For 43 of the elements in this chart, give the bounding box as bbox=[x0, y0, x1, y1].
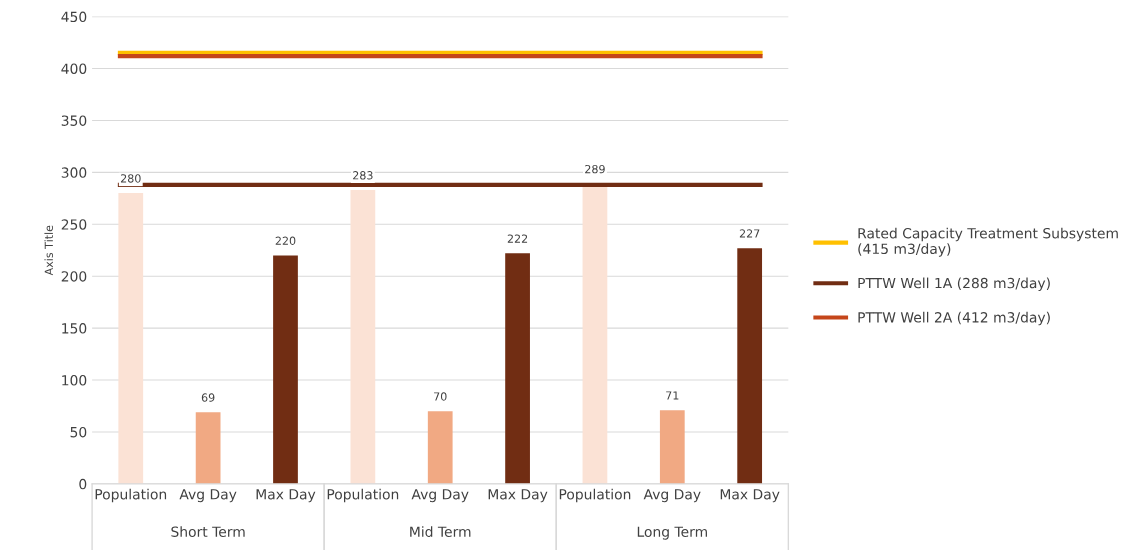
x-tick-label: Avg Day bbox=[179, 489, 237, 503]
y-tick-label: 250 bbox=[61, 219, 87, 230]
text: Long Term bbox=[637, 526, 707, 540]
data-label: 70 bbox=[434, 392, 447, 401]
legend-label: PTTW Well 1A (288 m3/day) bbox=[858, 277, 1050, 291]
y-axis-title: Axis Title bbox=[44, 225, 54, 276]
bar bbox=[659, 410, 685, 484]
y-tick-label: 450 bbox=[61, 11, 87, 23]
y-tick-label: 300 bbox=[61, 167, 87, 178]
data-label: 283 bbox=[353, 171, 373, 180]
x-tick-label: Population bbox=[327, 488, 399, 503]
y-tick-label: 100 bbox=[62, 375, 87, 386]
y-tick-label: 0 bbox=[79, 478, 87, 490]
legend-label: PTTW Well 2A (412 m3/day) bbox=[858, 311, 1050, 326]
legend-label: Rated Capacity Treatment Subsystem (415 m3/day) bbox=[858, 227, 1118, 257]
bar bbox=[427, 411, 453, 484]
bar bbox=[350, 190, 376, 484]
data-label: 69 bbox=[201, 393, 215, 402]
bar bbox=[737, 248, 763, 484]
text: Short Term bbox=[171, 526, 245, 537]
x-tick-label: Max Day bbox=[488, 489, 548, 503]
x-tick-label: Population bbox=[559, 488, 631, 503]
x-tick-label: Max Day bbox=[256, 489, 316, 503]
bar bbox=[505, 253, 530, 484]
x-tick-label: Avg Day bbox=[411, 489, 469, 503]
x-tick-label: Avg Day bbox=[643, 489, 701, 503]
y-tick-label: 200 bbox=[61, 271, 87, 282]
data-label: 280 bbox=[120, 174, 141, 183]
x-tick-label: Max Day bbox=[720, 489, 780, 503]
bar bbox=[273, 255, 298, 484]
data-label: 222 bbox=[507, 234, 528, 243]
data-label: 220 bbox=[275, 236, 296, 245]
data-label: 71 bbox=[666, 391, 679, 400]
text: Mid Term bbox=[410, 526, 471, 537]
y-tick-label: 50 bbox=[70, 426, 87, 438]
data-label: 289 bbox=[585, 164, 605, 174]
data-label: 227 bbox=[739, 229, 760, 238]
bar bbox=[195, 412, 221, 484]
y-tick-label: 350 bbox=[61, 115, 87, 126]
x-tick-label: Population bbox=[95, 488, 167, 503]
bar bbox=[118, 193, 144, 484]
y-tick-label: 400 bbox=[61, 63, 87, 74]
y-tick-label: 150 bbox=[62, 323, 87, 334]
